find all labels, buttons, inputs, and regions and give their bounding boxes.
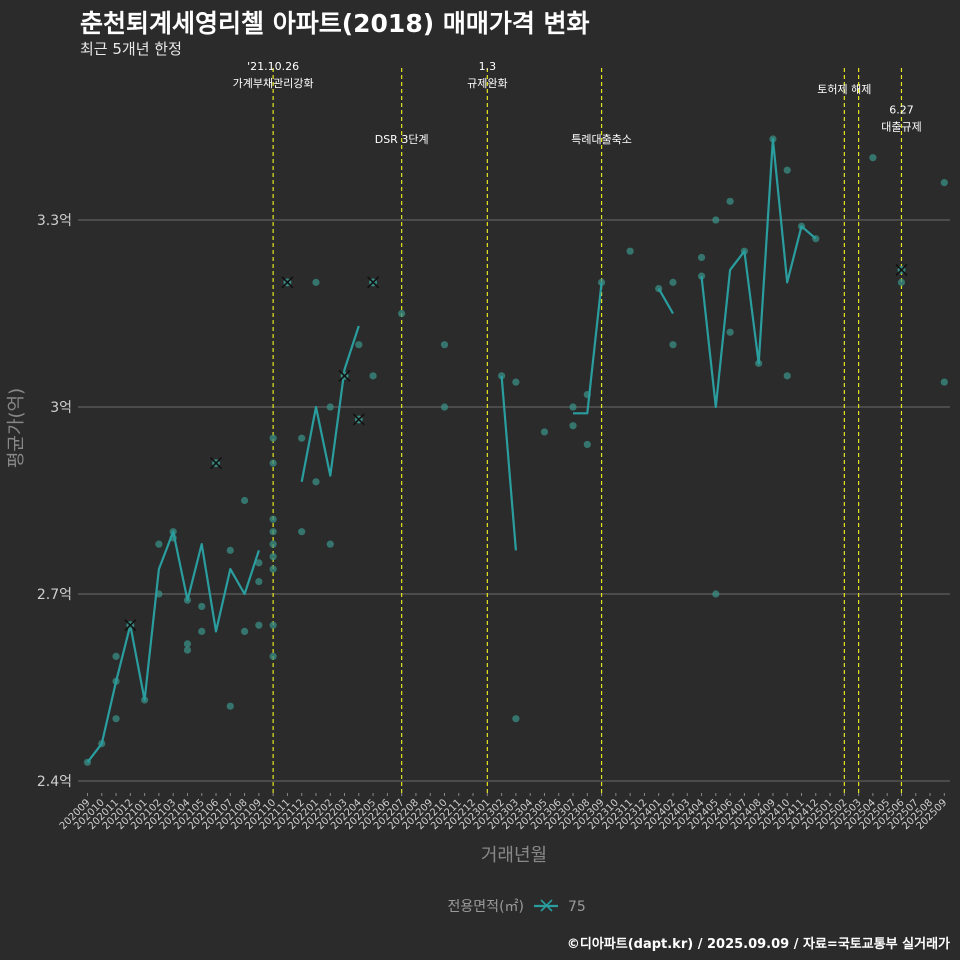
series-line <box>573 282 603 415</box>
data-point <box>498 372 506 380</box>
y-tick-label: 2.4억 <box>37 774 72 790</box>
data-point <box>398 309 406 318</box>
data-point <box>326 540 334 548</box>
data-point <box>255 621 263 629</box>
data-point <box>712 216 720 224</box>
series-line <box>700 137 817 409</box>
data-point <box>712 590 720 598</box>
chart-title: 춘천퇴계세영리첼 아파트(2018) 매매가격 변화 <box>80 9 590 38</box>
x-marker <box>209 457 223 470</box>
event-label: DSR 3단계 <box>375 133 429 146</box>
data-point <box>269 528 277 536</box>
series-line <box>657 288 674 315</box>
data-point <box>112 652 120 660</box>
x-marker-stroke <box>124 619 137 632</box>
data-point <box>269 515 277 523</box>
data-point <box>183 646 192 654</box>
event-label: 토허제 해제 <box>817 82 871 96</box>
data-point <box>440 341 449 349</box>
data-point <box>726 197 734 205</box>
legend-swatch-x <box>540 899 553 912</box>
event-label: 대출규제 <box>881 121 921 134</box>
data-point <box>569 403 577 411</box>
data-point <box>355 341 363 349</box>
data-point <box>112 715 120 723</box>
data-point <box>583 440 591 449</box>
series-line <box>86 530 260 763</box>
y-tick-label: 2.7억 <box>37 587 72 603</box>
x-marker <box>124 619 137 632</box>
data-point <box>669 341 677 349</box>
legend-label: 75 <box>568 899 586 915</box>
data-point <box>255 577 263 586</box>
x-marker <box>895 263 908 276</box>
data-point <box>783 372 791 380</box>
event-label: 특례대출축소 <box>571 133 632 146</box>
data-point <box>198 602 206 611</box>
data-point <box>226 702 234 710</box>
x-marker <box>338 369 351 382</box>
data-point <box>940 179 948 187</box>
data-point <box>155 540 163 548</box>
data-point <box>226 546 234 554</box>
source-caption: ©디아파트(dapt.kr) / 2025.09.09 / 자료=국토교통부 실… <box>566 937 950 952</box>
data-point <box>597 278 606 286</box>
data-point <box>540 428 549 436</box>
x-marker <box>367 276 380 289</box>
series-line <box>300 325 360 483</box>
data-point <box>312 478 320 486</box>
series-line <box>500 375 517 551</box>
x-marker <box>352 413 365 426</box>
data-point <box>269 553 277 561</box>
data-point <box>269 540 277 548</box>
data-point <box>269 565 277 573</box>
data-point <box>255 559 263 567</box>
x-marker-stroke <box>209 457 223 470</box>
data-point <box>940 378 948 386</box>
event-label: 6.27 <box>889 104 914 117</box>
y-axis-title: 평균가(억) <box>6 388 27 468</box>
data-point <box>326 403 334 411</box>
data-point <box>369 372 377 380</box>
x-marker-stroke <box>352 413 365 426</box>
data-point <box>312 278 320 286</box>
x-marker-stroke <box>338 369 351 382</box>
data-point <box>269 652 277 660</box>
legend-title: 전용면적(㎡) <box>448 899 524 915</box>
data-point <box>240 496 249 505</box>
data-point <box>269 434 277 442</box>
legend: 전용면적(㎡) 75 <box>448 899 586 915</box>
data-point <box>697 253 706 262</box>
x-marker-stroke <box>895 263 908 276</box>
data-point <box>669 278 677 286</box>
data-point <box>440 403 449 411</box>
data-point <box>269 459 277 467</box>
event-label: '21.10.26 <box>247 60 299 73</box>
data-point <box>869 154 877 162</box>
data-point <box>269 621 277 629</box>
x-marker-stroke <box>281 276 294 289</box>
data-point <box>726 328 734 336</box>
data-point <box>298 434 306 442</box>
data-point <box>512 715 520 723</box>
data-point <box>569 422 577 430</box>
data-point <box>183 640 192 648</box>
event-label: 가계부채관리강화 <box>233 77 314 90</box>
y-tick-label: 3.3억 <box>37 213 72 229</box>
y-tick-label: 3억 <box>50 400 72 416</box>
data-point <box>783 166 791 174</box>
data-point <box>626 247 634 255</box>
data-point <box>240 627 249 636</box>
data-point <box>897 278 906 286</box>
x-marker-stroke <box>367 276 380 289</box>
x-axis-title: 거래년월 <box>481 845 547 866</box>
event-label: 규제완화 <box>467 77 507 90</box>
data-point <box>198 627 206 636</box>
data-point <box>512 378 520 386</box>
x-marker <box>281 276 294 289</box>
chart-subtitle: 최근 5개년 한정 <box>80 40 182 58</box>
data-point <box>298 528 306 536</box>
event-label: 1.3 <box>479 60 497 73</box>
